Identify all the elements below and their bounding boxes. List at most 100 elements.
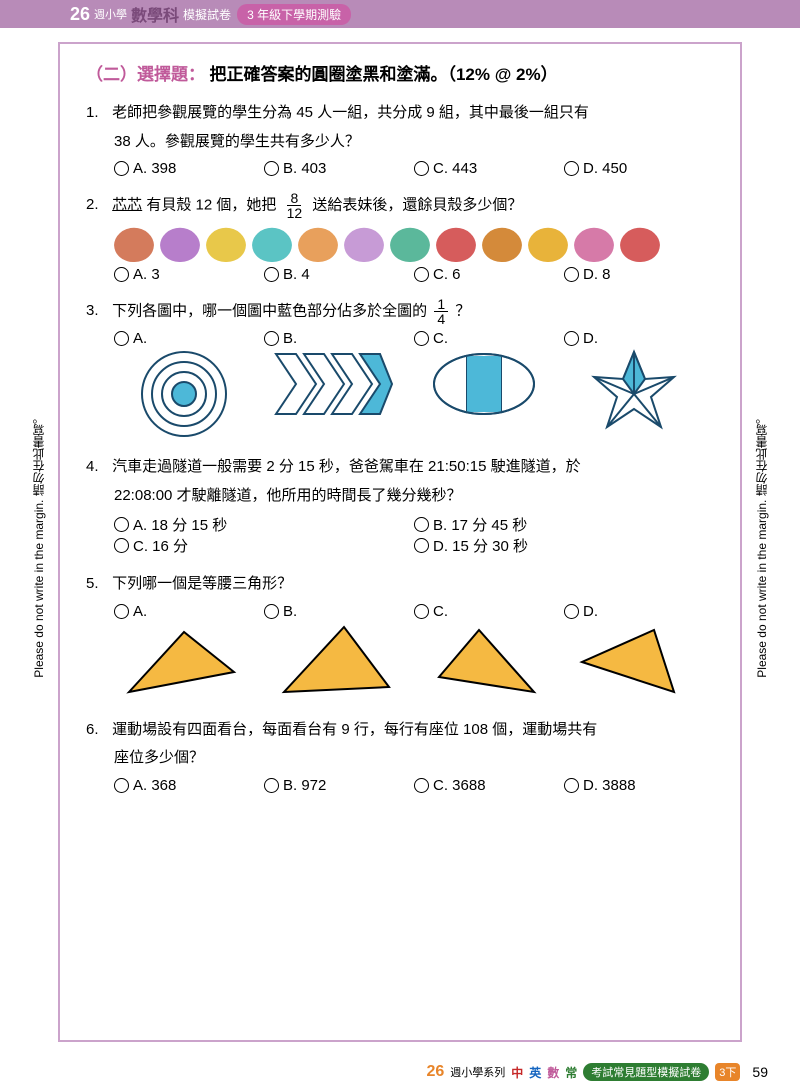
- q1-opt-c[interactable]: C. 443: [414, 160, 564, 177]
- shell-icon: [436, 226, 476, 262]
- q2-fraction: 812: [284, 191, 306, 220]
- footer-series: 週小學系列: [450, 1064, 505, 1080]
- radio-icon: [114, 778, 129, 793]
- margin-note-right: Please do not write in the margin. 請勿在此書…: [753, 412, 770, 677]
- q5-option-labels: A. B. C. D.: [86, 603, 714, 620]
- q4-line2: 22:08:00 才駛離隧道，他所用的時間長了幾分幾秒？: [86, 482, 714, 511]
- brand-26: 26: [70, 4, 90, 25]
- radio-icon: [414, 161, 429, 176]
- q1-opt-a[interactable]: A. 398: [114, 160, 264, 177]
- q2-t2: 送給表妹後，還餘貝殼多少個？: [312, 196, 522, 213]
- question-1: 1. 老師把參觀展覽的學生分為 45 人一組，共分成 9 組，其中最後一組只有 …: [86, 99, 714, 156]
- q4-opt-a[interactable]: A. 18 分 15 秒: [114, 514, 414, 535]
- q4-opt-c-label: C. 16 分: [133, 535, 188, 556]
- question-5: 5. 下列哪一個是等腰三角形？: [86, 570, 714, 599]
- section-label: （二）選擇題：: [86, 65, 205, 84]
- q3-shape-a: [114, 349, 254, 439]
- radio-icon: [414, 538, 429, 553]
- q3-shape-d: [564, 349, 704, 439]
- q1-opt-b[interactable]: B. 403: [264, 160, 414, 177]
- q2-num: 2.: [86, 191, 108, 220]
- q1-options: A. 398 B. 403 C. 443 D. 450: [86, 160, 714, 177]
- q2-shells: [114, 226, 714, 262]
- q2-opt-d-label: D. 8: [583, 266, 611, 283]
- q6-opt-c[interactable]: C. 3688: [414, 777, 564, 794]
- shell-icon: [298, 226, 338, 262]
- section-header: （二）選擇題： 把正確答案的圓圈塗黑和塗滿。（12% @ 2%）: [86, 60, 714, 85]
- q2-name: 芯芯: [112, 196, 142, 213]
- q4-opt-c[interactable]: C. 16 分: [114, 535, 414, 556]
- shell-icon: [528, 226, 568, 262]
- q3-opt-b[interactable]: B.: [264, 330, 414, 347]
- radio-icon: [414, 604, 429, 619]
- q6-opt-c-label: C. 3688: [433, 777, 486, 794]
- q5-tri-a: [114, 622, 254, 702]
- q5-opt-a[interactable]: A.: [114, 603, 264, 620]
- footer-pill: 考試常見題型模擬試卷: [583, 1063, 709, 1081]
- q6-opt-d[interactable]: D. 3888: [564, 777, 714, 794]
- margin-note-left: Please do not write in the margin. 請勿在此書…: [30, 412, 47, 677]
- q3-opt-b-label: B.: [283, 330, 297, 347]
- q4-opt-d-label: D. 15 分 30 秒: [433, 535, 528, 556]
- q1-line1: 老師把參觀展覽的學生分為 45 人一組，共分成 9 組，其中最後一組只有: [112, 104, 589, 121]
- radio-icon: [414, 331, 429, 346]
- question-2: 2. 芯芯 有貝殼 12 個，她把 812 送給表妹後，還餘貝殼多少個？: [86, 191, 714, 220]
- shell-icon: [344, 226, 384, 262]
- q4-opt-a-label: A. 18 分 15 秒: [133, 514, 227, 535]
- q5-tri-c: [414, 622, 554, 702]
- q3-option-labels: A. B. C. D.: [86, 330, 714, 347]
- q5-opt-b-label: B.: [283, 603, 297, 620]
- q3-frac-n: 1: [434, 297, 448, 312]
- q6-opt-b-label: B. 972: [283, 777, 326, 794]
- q2-opt-a-label: A. 3: [133, 266, 160, 283]
- footer-ma: 數: [547, 1064, 559, 1081]
- q3-opt-d-label: D.: [583, 330, 598, 347]
- q1-opt-d-label: D. 450: [583, 160, 627, 177]
- radio-icon: [414, 517, 429, 532]
- shell-icon: [252, 226, 292, 262]
- question-4: 4. 汽車走過隧道一般需要 2 分 15 秒，爸爸駕車在 21:50:15 駛進…: [86, 453, 714, 510]
- footer: 26 週小學系列 中 英 數 常 考試常見題型模擬試卷 3下 59: [426, 1063, 768, 1081]
- q5-opt-b[interactable]: B.: [264, 603, 414, 620]
- top-banner: 26 週小學 數學科 模擬試卷 3 年級下學期測驗: [0, 0, 800, 28]
- q2-opt-c[interactable]: C. 6: [414, 266, 564, 283]
- q3-opt-a[interactable]: A.: [114, 330, 264, 347]
- q6-line2: 座位多少個？: [86, 744, 714, 773]
- footer-en: 英: [529, 1064, 541, 1081]
- q5-opt-c[interactable]: C.: [414, 603, 564, 620]
- q4-opt-d[interactable]: D. 15 分 30 秒: [414, 535, 714, 556]
- shell-icon: [390, 226, 430, 262]
- q2-t1: 有貝殼 12 個，她把: [146, 196, 276, 213]
- q1-opt-a-label: A. 398: [133, 160, 176, 177]
- q1-line2: 38 人。參觀展覽的學生共有多少人？: [86, 128, 714, 157]
- q2-opt-d[interactable]: D. 8: [564, 266, 714, 283]
- q3-shape-b: [264, 349, 404, 419]
- q5-opt-d-label: D.: [583, 603, 598, 620]
- page-number: 59: [752, 1064, 768, 1080]
- q2-opt-c-label: C. 6: [433, 266, 461, 283]
- radio-icon: [564, 161, 579, 176]
- radio-icon: [414, 267, 429, 282]
- radio-icon: [114, 267, 129, 282]
- q3-opt-a-label: A.: [133, 330, 147, 347]
- q4-opt-b[interactable]: B. 17 分 45 秒: [414, 514, 714, 535]
- q3-opt-c[interactable]: C.: [414, 330, 564, 347]
- q5-text: 下列哪一個是等腰三角形？: [112, 575, 292, 592]
- shell-icon: [620, 226, 660, 262]
- q4-line1: 汽車走過隧道一般需要 2 分 15 秒，爸爸駕車在 21:50:15 駛進隧道，…: [112, 458, 580, 475]
- q6-opt-b[interactable]: B. 972: [264, 777, 414, 794]
- brand-subject: 數學科: [131, 2, 179, 26]
- q6-opt-a[interactable]: A. 368: [114, 777, 264, 794]
- q3-t1: 下列各圖中，哪一個圖中藍色部分佔多於全圖的: [112, 302, 427, 319]
- q2-opt-b[interactable]: B. 4: [264, 266, 414, 283]
- q5-tri-b: [264, 622, 404, 702]
- shell-icon: [482, 226, 522, 262]
- radio-icon: [264, 778, 279, 793]
- brand-pill: 3 年級下學期測驗: [237, 4, 351, 25]
- q2-frac-d: 12: [284, 206, 306, 220]
- q5-opt-d[interactable]: D.: [564, 603, 714, 620]
- q2-opt-a[interactable]: A. 3: [114, 266, 264, 283]
- q1-opt-d[interactable]: D. 450: [564, 160, 714, 177]
- q3-opt-d[interactable]: D.: [564, 330, 714, 347]
- q5-opt-c-label: C.: [433, 603, 448, 620]
